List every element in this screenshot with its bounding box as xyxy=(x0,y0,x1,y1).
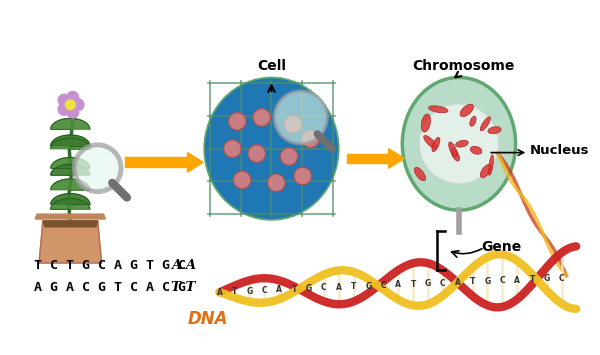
Circle shape xyxy=(248,145,266,162)
Text: A: A xyxy=(336,283,341,292)
Text: Cell: Cell xyxy=(257,59,286,72)
Text: G: G xyxy=(365,282,371,291)
Circle shape xyxy=(294,167,311,185)
Polygon shape xyxy=(35,214,106,219)
Ellipse shape xyxy=(460,104,473,116)
Ellipse shape xyxy=(451,148,460,161)
Text: A A: A A xyxy=(171,260,196,272)
Circle shape xyxy=(58,94,70,106)
Polygon shape xyxy=(125,158,187,167)
Polygon shape xyxy=(187,153,203,172)
Circle shape xyxy=(280,148,298,165)
Ellipse shape xyxy=(455,140,468,147)
Circle shape xyxy=(58,104,70,115)
Polygon shape xyxy=(51,198,90,209)
Text: Gene: Gene xyxy=(481,240,521,254)
Circle shape xyxy=(253,109,271,126)
Circle shape xyxy=(302,130,319,148)
Circle shape xyxy=(284,115,302,133)
Ellipse shape xyxy=(205,78,338,219)
Text: DNA: DNA xyxy=(187,310,228,328)
Text: T: T xyxy=(232,287,237,296)
Polygon shape xyxy=(51,119,90,129)
Text: Chromosome: Chromosome xyxy=(413,59,515,72)
Ellipse shape xyxy=(403,77,515,210)
Text: G: G xyxy=(544,274,550,283)
Text: Nucleus: Nucleus xyxy=(530,144,590,157)
Text: T: T xyxy=(292,285,297,294)
Text: A: A xyxy=(514,275,520,284)
Circle shape xyxy=(65,100,75,110)
Polygon shape xyxy=(389,149,404,168)
Text: C: C xyxy=(321,283,326,293)
Ellipse shape xyxy=(488,127,501,134)
Text: A G A C G T C A C G: A G A C G T C A C G xyxy=(34,281,186,294)
Ellipse shape xyxy=(481,165,491,178)
Circle shape xyxy=(74,145,121,192)
Text: T: T xyxy=(351,282,356,291)
Ellipse shape xyxy=(449,142,457,157)
Polygon shape xyxy=(43,221,98,227)
Polygon shape xyxy=(39,221,101,263)
Ellipse shape xyxy=(481,117,490,131)
Circle shape xyxy=(274,91,327,144)
Text: C: C xyxy=(380,281,386,290)
Circle shape xyxy=(233,171,251,189)
Text: T: T xyxy=(470,277,475,286)
Ellipse shape xyxy=(470,116,476,126)
Polygon shape xyxy=(347,154,389,163)
Polygon shape xyxy=(51,158,90,168)
Text: G: G xyxy=(306,284,312,293)
Ellipse shape xyxy=(488,155,493,175)
Ellipse shape xyxy=(432,137,440,152)
Ellipse shape xyxy=(470,146,482,154)
Text: C: C xyxy=(440,279,446,288)
Circle shape xyxy=(224,140,241,158)
Polygon shape xyxy=(51,193,90,204)
Circle shape xyxy=(268,174,285,192)
Text: C: C xyxy=(262,286,267,295)
Polygon shape xyxy=(51,164,90,175)
Circle shape xyxy=(72,99,84,111)
Text: A: A xyxy=(395,280,401,289)
Ellipse shape xyxy=(415,168,425,181)
Text: T T: T T xyxy=(171,281,195,294)
Polygon shape xyxy=(51,135,90,146)
Polygon shape xyxy=(51,179,90,190)
Text: T: T xyxy=(410,280,416,289)
Text: G: G xyxy=(247,286,253,295)
Ellipse shape xyxy=(424,136,437,149)
Circle shape xyxy=(67,92,79,103)
Polygon shape xyxy=(51,138,90,149)
Text: T: T xyxy=(529,275,535,284)
Text: T C T G C A G T G C: T C T G C A G T G C xyxy=(34,260,186,272)
Text: A: A xyxy=(217,288,223,297)
Text: C: C xyxy=(559,274,565,283)
Ellipse shape xyxy=(421,114,430,132)
Ellipse shape xyxy=(428,106,448,113)
Text: A: A xyxy=(455,278,461,287)
Text: G: G xyxy=(484,277,491,286)
Text: A: A xyxy=(276,285,282,294)
Text: C: C xyxy=(500,276,505,285)
Circle shape xyxy=(229,113,246,130)
Text: G: G xyxy=(425,279,431,288)
Circle shape xyxy=(67,106,79,118)
Ellipse shape xyxy=(419,104,499,184)
Ellipse shape xyxy=(205,78,338,219)
